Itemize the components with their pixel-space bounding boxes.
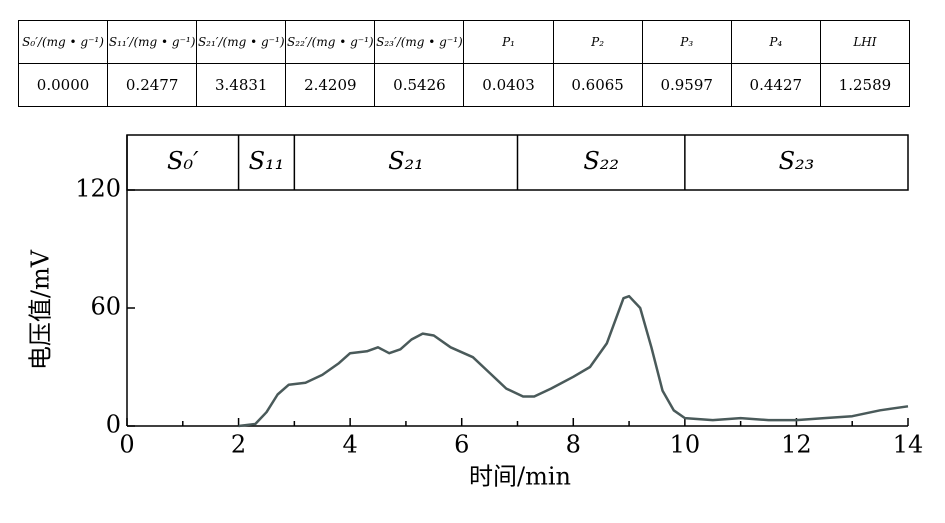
x-tick-label: 2 (231, 431, 246, 459)
table-row: S₀′/(mg • g⁻¹) S₁₁′/(mg • g⁻¹) S₂₁′/(mg • … (17, 20, 911, 64)
table-cell: P₄ (730, 20, 821, 64)
x-tick-label: 8 (566, 431, 581, 459)
table-cell: 2.4209 (285, 63, 376, 107)
table-cell: 0.5426 (374, 63, 465, 107)
region-label: S₂₂ (583, 147, 619, 175)
data-table: S₀′/(mg • g⁻¹) S₁₁′/(mg • g⁻¹) S₂₁′/(mg • … (17, 20, 911, 107)
x-tick-label: 6 (454, 431, 469, 459)
region-label: S₁₁ (249, 147, 285, 175)
table-cell: P₂ (552, 20, 643, 64)
data-line (238, 294, 909, 428)
x-tick-label: 4 (343, 431, 358, 459)
table-cell: 0.0403 (463, 63, 554, 107)
table-cell: 0.0000 (17, 63, 109, 107)
y-tick-label: 60 (90, 293, 121, 321)
table-cell: 0.9597 (641, 63, 732, 107)
y-tick-label: 120 (75, 175, 121, 203)
table-cell: P₃ (641, 20, 732, 64)
x-tick-label: 12 (781, 431, 812, 459)
table-cell: 1.2589 (819, 63, 911, 107)
region-label: S₂₃ (779, 147, 815, 175)
table-cell: 0.6065 (552, 63, 643, 107)
table-cell: S₂₂′/(mg • g⁻¹) (285, 20, 376, 64)
table-cell: LHI (819, 20, 911, 64)
x-tick-label: 0 (119, 431, 134, 459)
region-label: S₀′ (167, 147, 199, 175)
region-label: S₂₁ (388, 147, 424, 175)
table-body: S₀′/(mg • g⁻¹) S₁₁′/(mg • g⁻¹) S₂₁′/(mg • … (17, 20, 911, 107)
x-tick-label: 14 (893, 431, 924, 459)
y-tick-label: 0 (106, 411, 121, 439)
table-row: 0.0000 0.2477 3.4831 2.4209 0.5426 0.0403 0.60… (17, 63, 911, 107)
table-cell: S₁₁′/(mg • g⁻¹) (107, 20, 198, 64)
table-cell: 0.4427 (730, 63, 821, 107)
table-cell: S₀′/(mg • g⁻¹) (17, 20, 109, 64)
x-axis-label: 时间/min (469, 463, 571, 491)
y-axis-label: 电压值/mV (27, 249, 55, 370)
x-tick-label: 10 (670, 431, 701, 459)
table-cell: 0.2477 (107, 63, 198, 107)
